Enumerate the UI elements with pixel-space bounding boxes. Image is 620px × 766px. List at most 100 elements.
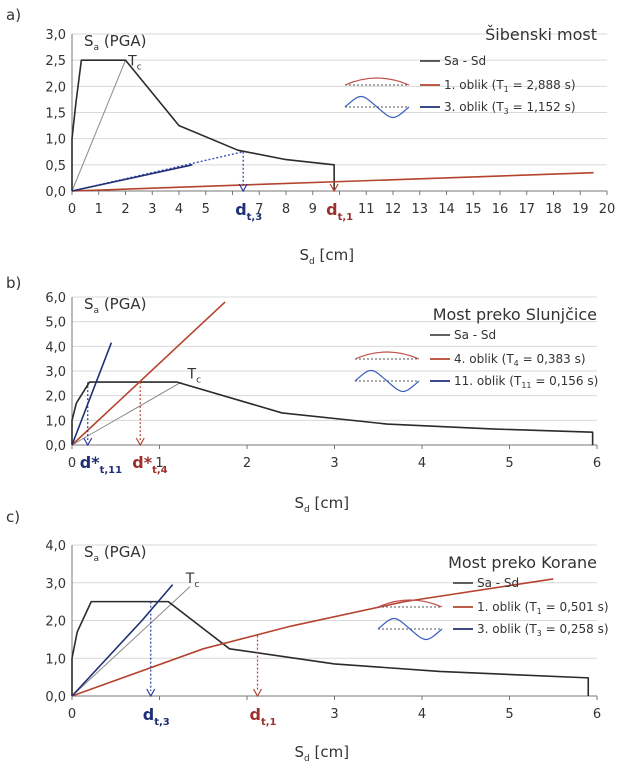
tc-label: Tc bbox=[185, 571, 200, 590]
x-tick-label: 8 bbox=[282, 202, 290, 217]
marker-main: d bbox=[250, 705, 261, 724]
y-tick-label: 1,0 bbox=[45, 414, 66, 429]
y-axis-label-main: S bbox=[84, 32, 94, 50]
legend-label: 1. oblik (T1 = 2,888 s) bbox=[444, 78, 576, 94]
y-tick-label: 2,0 bbox=[45, 615, 66, 630]
x-tick-label: 12 bbox=[385, 202, 402, 217]
mode-shape-icon bbox=[344, 95, 410, 119]
y-axis-label-rest: (PGA) bbox=[99, 543, 146, 561]
legend-label-rest: = 0,383 s) bbox=[519, 352, 586, 366]
x-axis-label-main: S bbox=[295, 494, 305, 512]
marker-sub: t,3 bbox=[247, 212, 263, 223]
displacement-marker-label: d*t,4 bbox=[132, 453, 167, 476]
y-tick-label: 0,0 bbox=[45, 439, 66, 454]
legend: Sa - Sd 1. oblik (T1 = 0,501 s) 3. oblik (… bbox=[377, 576, 609, 641]
marker-main: d* bbox=[132, 453, 152, 472]
legend: Sa - Sd 1. oblik (T1 = 2,888 s) 3. oblik (… bbox=[344, 54, 576, 119]
y-tick-label: 4,0 bbox=[45, 340, 66, 355]
marker-sub: t,3 bbox=[154, 717, 170, 728]
marker-main: d bbox=[235, 200, 246, 219]
x-tick-label: 4 bbox=[175, 202, 183, 217]
tc-line bbox=[71, 586, 191, 697]
x-tick-label: 4 bbox=[418, 707, 426, 722]
legend-label: 4. oblik (T4 = 0,383 s) bbox=[454, 352, 586, 368]
x-tick-label: 0 bbox=[68, 456, 76, 471]
x-tick-label: 18 bbox=[545, 202, 562, 217]
x-axis-label-sub: d bbox=[309, 257, 315, 267]
legend-label-sa-sd: Sa - Sd bbox=[444, 54, 486, 68]
y-axis-label-main: S bbox=[84, 295, 94, 313]
legend-label-rest: = 1,152 s) bbox=[509, 100, 576, 114]
y-axis-label-rest: (PGA) bbox=[99, 295, 146, 313]
legend: Sa - Sd 4. oblik (T4 = 0,383 s) 11. oblik … bbox=[354, 328, 598, 393]
x-tick-label: 16 bbox=[492, 202, 509, 217]
x-tick-label: 5 bbox=[505, 707, 513, 722]
tc-label-main: T bbox=[127, 53, 137, 69]
chart-panel-1: a)0,00,51,01,52,02,53,00 1 2 3 4 5 7 8 9 11 12 13 14… bbox=[6, 6, 615, 267]
x-axis-label-main: S bbox=[300, 246, 310, 264]
legend-label-rest: = 2,888 s) bbox=[509, 78, 576, 92]
marker-sub: t,1 bbox=[338, 212, 354, 223]
legend-label-sub: 1 bbox=[504, 85, 509, 94]
y-tick-label: 1,0 bbox=[45, 652, 66, 667]
legend-label: 3. oblik (T3 = 1,152 s) bbox=[444, 100, 576, 116]
x-tick-label: 2 bbox=[243, 456, 251, 471]
mode-shape-icon bbox=[377, 617, 443, 641]
y-tick-label: 2,0 bbox=[45, 80, 66, 95]
x-tick-label: 1 bbox=[155, 456, 163, 471]
legend-label-sub: 4 bbox=[514, 359, 519, 368]
x-tick-label: 3 bbox=[330, 707, 338, 722]
y-tick-label: 1,5 bbox=[45, 107, 66, 122]
chart-title: Most preko Korane bbox=[448, 553, 597, 572]
series-line-2 bbox=[71, 171, 594, 192]
x-axis-label: Sd [cm] bbox=[295, 743, 350, 764]
x-axis-label: Sd [cm] bbox=[295, 494, 350, 515]
y-axis-label: Sa (PGA) bbox=[84, 295, 146, 316]
x-tick-label: 0 bbox=[68, 707, 76, 722]
mode-shape-icon bbox=[377, 599, 443, 608]
series-line-1 bbox=[71, 381, 594, 445]
y-tick-label: 2,5 bbox=[45, 54, 66, 69]
tc-label-main: T bbox=[185, 571, 195, 587]
x-axis-label-rest: [cm] bbox=[310, 494, 349, 512]
y-tick-label: 2,0 bbox=[45, 390, 66, 405]
series-line-3 bbox=[71, 164, 193, 192]
legend-label: 11. oblik (T11 = 0,156 s) bbox=[454, 374, 598, 390]
y-tick-label: 0,0 bbox=[45, 690, 66, 705]
mode-shape-icon bbox=[354, 351, 420, 360]
mode-shape-icon bbox=[344, 77, 410, 86]
y-axis-label-rest: (PGA) bbox=[99, 32, 146, 50]
x-tick-label: 4 bbox=[418, 456, 426, 471]
series-line-3 bbox=[71, 342, 113, 446]
x-tick-label: 1 bbox=[95, 202, 103, 217]
arrow-head bbox=[146, 688, 156, 698]
chart-panel-2: b)0,01,02,03,04,05,06,00 1 2 3 4 5 6Sa (PGA)Sd… bbox=[6, 274, 601, 515]
x-tick-label: 2 bbox=[121, 202, 129, 217]
x-tick-label: 6 bbox=[593, 707, 601, 722]
legend-label: 3. oblik (T3 = 0,258 s) bbox=[477, 622, 609, 638]
x-tick-label: 7 bbox=[255, 202, 263, 217]
y-axis-label-sub: a bbox=[94, 43, 100, 53]
legend-label-main: 1. oblik (T bbox=[477, 600, 537, 614]
mode-shape-icon bbox=[354, 369, 420, 393]
legend-label-main: 3. oblik (T bbox=[477, 622, 537, 636]
x-axis-label: Sd [cm] bbox=[300, 246, 355, 267]
tc-line bbox=[71, 59, 126, 192]
legend-label-sa-sd: Sa - Sd bbox=[454, 328, 496, 342]
arrow-head bbox=[83, 437, 93, 447]
series-line-1 bbox=[71, 600, 590, 696]
tc-label-sub: c bbox=[137, 62, 142, 72]
x-tick-label: 5 bbox=[505, 456, 513, 471]
chart-title: Šibenski most bbox=[485, 25, 597, 44]
y-axis-label-sub: a bbox=[94, 306, 100, 316]
tc-label: Tc bbox=[187, 366, 202, 385]
displacement-marker-label: dt,3 bbox=[143, 705, 170, 728]
legend-label-rest: = 0,501 s) bbox=[542, 600, 609, 614]
legend-label-sub: 3 bbox=[504, 107, 509, 116]
tc-label-sub: c bbox=[194, 580, 199, 590]
series-line-2 bbox=[71, 301, 226, 446]
chart-title: Most preko Slunjčice bbox=[433, 305, 597, 324]
displacement-marker-label: dt,1 bbox=[326, 200, 353, 223]
x-axis-label-main: S bbox=[295, 743, 305, 761]
